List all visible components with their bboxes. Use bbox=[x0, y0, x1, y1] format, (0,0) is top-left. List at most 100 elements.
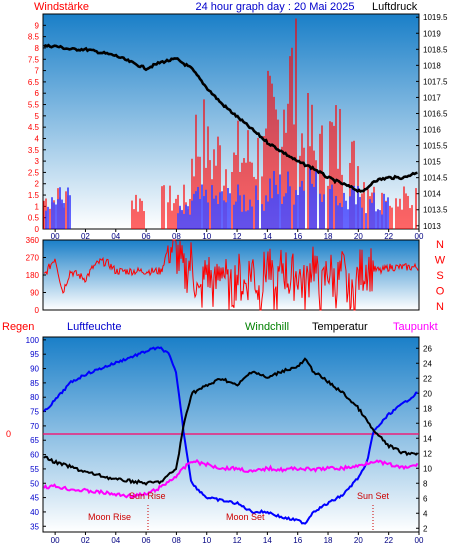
x-tick-label: 18 bbox=[324, 536, 333, 545]
direction-axis-tick-label: 0 bbox=[35, 306, 40, 315]
temperature-axis-tick-label: 20 bbox=[423, 389, 432, 398]
humidity-axis-tick-label: 80 bbox=[30, 393, 39, 402]
luftdruck-label: Luftdruck bbox=[372, 1, 418, 13]
wind-axis-tick-label: 7 bbox=[35, 67, 40, 76]
compass-label: N bbox=[436, 301, 444, 313]
x-tick-label: 16 bbox=[293, 232, 302, 241]
x-tick-label: 00 bbox=[51, 232, 60, 241]
direction-axis-tick-label: 270 bbox=[26, 254, 40, 263]
wind-axis-tick-label: 3 bbox=[35, 157, 40, 166]
humidity-axis-tick-label: 90 bbox=[30, 365, 39, 374]
wind-axis-tick-label: 9 bbox=[35, 21, 40, 30]
temperature-axis-tick-label: 10 bbox=[423, 464, 432, 473]
x-tick-label: 14 bbox=[263, 536, 272, 545]
x-tick-label: 20 bbox=[354, 232, 363, 241]
temperature-axis-tick-label: 8 bbox=[423, 479, 428, 488]
temperature-axis-tick-label: 26 bbox=[423, 344, 432, 353]
x-tick-label: 04 bbox=[111, 232, 120, 241]
pressure-axis-tick-label: 1015.5 bbox=[423, 142, 448, 151]
luftfeuchte-label: Luftfeuchte bbox=[67, 321, 121, 333]
sun-set-label: Sun Set bbox=[357, 491, 390, 501]
pressure-axis-tick-label: 1017.5 bbox=[423, 77, 448, 86]
wind-axis-tick-label: 6.5 bbox=[28, 78, 40, 87]
chart-title: 24 hour graph day : 20 Mai 2025 bbox=[195, 1, 354, 13]
pressure-axis-tick-label: 1018.5 bbox=[423, 45, 448, 54]
humidity-line bbox=[43, 346, 418, 525]
direction-axis-tick-label: 360 bbox=[26, 236, 40, 245]
humidity-axis-tick-label: 55 bbox=[30, 465, 39, 474]
pressure-axis-tick-label: 1013 bbox=[423, 222, 441, 231]
wind-axis-tick-label: 5 bbox=[35, 112, 40, 121]
x-tick-label: 00 bbox=[51, 536, 60, 545]
x-tick-label: 04 bbox=[111, 536, 120, 545]
humidity-axis-tick-label: 60 bbox=[30, 451, 39, 460]
wind-axis-tick-label: 3.5 bbox=[28, 146, 40, 155]
pressure-axis-tick-label: 1014 bbox=[423, 190, 441, 199]
regen-label: Regen bbox=[2, 321, 34, 333]
temperatur-label: Temperatur bbox=[312, 321, 368, 333]
x-tick-label: 16 bbox=[293, 536, 302, 545]
x-tick-label: 08 bbox=[172, 232, 181, 241]
compass-label: S bbox=[436, 270, 443, 282]
pressure-axis-tick-label: 1013.5 bbox=[423, 206, 448, 215]
x-tick-label: 00 bbox=[415, 536, 424, 545]
wind-axis-tick-label: 1 bbox=[35, 202, 40, 211]
temperature-axis-tick-label: 2 bbox=[423, 524, 428, 533]
temperature-line bbox=[43, 357, 419, 486]
wind-axis-tick-label: 5.5 bbox=[28, 101, 40, 110]
x-tick-label: 02 bbox=[81, 232, 90, 241]
pressure-line bbox=[43, 43, 418, 194]
wind-direction-line bbox=[43, 239, 419, 311]
humidity-axis-tick-label: 50 bbox=[30, 479, 39, 488]
wind-axis-tick-label: 8 bbox=[35, 44, 40, 53]
temperature-axis-tick-label: 18 bbox=[423, 404, 432, 413]
humidity-axis-tick-label: 75 bbox=[30, 408, 39, 417]
humidity-axis-tick-label: 95 bbox=[30, 350, 39, 359]
sun-rise-label: Sun Rise bbox=[129, 491, 166, 501]
temperature-axis-tick-label: 6 bbox=[423, 494, 428, 503]
wind-axis-tick-label: 4.5 bbox=[28, 123, 40, 132]
x-tick-label: 02 bbox=[81, 536, 90, 545]
wind-axis-tick-label: 6 bbox=[35, 89, 40, 98]
pressure-axis-tick-label: 1014.5 bbox=[423, 174, 448, 183]
moon-set-label: Moon Set bbox=[226, 512, 265, 522]
windstaerke-label: Windstärke bbox=[34, 1, 89, 13]
temperature-axis-tick-label: 14 bbox=[423, 434, 432, 443]
x-tick-label: 06 bbox=[142, 232, 151, 241]
humidity-axis-tick-label: 35 bbox=[30, 522, 39, 531]
temperature-axis-tick-label: 16 bbox=[423, 419, 432, 428]
x-tick-label: 10 bbox=[202, 536, 211, 545]
x-tick-label: 08 bbox=[172, 536, 181, 545]
wind-axis-tick-label: 7.5 bbox=[28, 55, 40, 64]
rain-zero-label: 0 bbox=[6, 429, 11, 439]
x-tick-label: 10 bbox=[202, 232, 211, 241]
wind-axis-tick-label: 2 bbox=[35, 180, 40, 189]
pressure-axis-tick-label: 1016 bbox=[423, 126, 441, 135]
compass-label: O bbox=[436, 286, 445, 298]
direction-axis-tick-label: 90 bbox=[30, 289, 39, 298]
x-tick-label: 22 bbox=[384, 232, 393, 241]
wind-axis-tick-label: 4 bbox=[35, 134, 40, 143]
x-tick-label: 20 bbox=[354, 536, 363, 545]
x-tick-label: 12 bbox=[233, 232, 242, 241]
x-tick-label: 00 bbox=[415, 232, 424, 241]
temperature-axis-tick-label: 22 bbox=[423, 374, 432, 383]
pressure-axis-tick-label: 1015 bbox=[423, 158, 441, 167]
humidity-axis-tick-label: 65 bbox=[30, 436, 39, 445]
humidity-axis-tick-label: 40 bbox=[30, 508, 39, 517]
compass-label: W bbox=[435, 255, 446, 267]
pressure-axis-tick-label: 1019.5 bbox=[423, 13, 448, 22]
pressure-axis-tick-label: 1016.5 bbox=[423, 109, 448, 118]
windchill-label: Windchill bbox=[245, 321, 289, 333]
wind-axis-tick-label: 8.5 bbox=[28, 33, 40, 42]
humidity-axis-tick-label: 100 bbox=[26, 336, 40, 345]
temperature-axis-tick-label: 24 bbox=[423, 359, 432, 368]
dewpoint-line bbox=[43, 458, 419, 499]
x-tick-label: 18 bbox=[324, 232, 333, 241]
pressure-axis-tick-label: 1018 bbox=[423, 61, 441, 70]
temperature-axis-tick-label: 12 bbox=[423, 449, 432, 458]
compass-label: N bbox=[436, 239, 444, 251]
wind-panel-frame bbox=[42, 13, 420, 230]
direction-axis-tick-label: 180 bbox=[26, 271, 40, 280]
